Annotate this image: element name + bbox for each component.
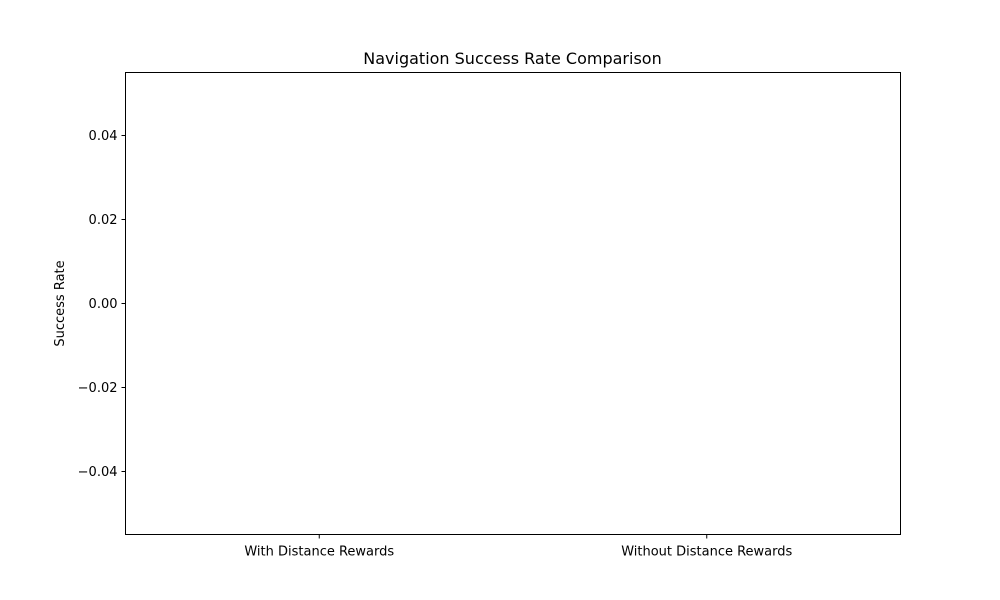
y-tick-label: 0.04: [89, 129, 118, 144]
y-tick-label: 0.00: [89, 297, 118, 312]
chart-title: Navigation Success Rate Comparison: [363, 49, 661, 68]
y-axis-ticks: −0.04 −0.02 0.00 0.02 0.04: [78, 129, 126, 480]
y-tick-label: −0.02: [78, 381, 118, 396]
y-tick-label: 0.02: [89, 213, 118, 228]
x-tick-label: With Distance Rewards: [244, 545, 394, 560]
y-tick-label: −0.04: [78, 465, 118, 480]
y-axis-label: Success Rate: [53, 260, 68, 346]
x-tick-label: Without Distance Rewards: [621, 545, 792, 560]
x-axis-ticks: With Distance Rewards Without Distance Re…: [244, 534, 793, 560]
axes-frame: [125, 72, 901, 535]
